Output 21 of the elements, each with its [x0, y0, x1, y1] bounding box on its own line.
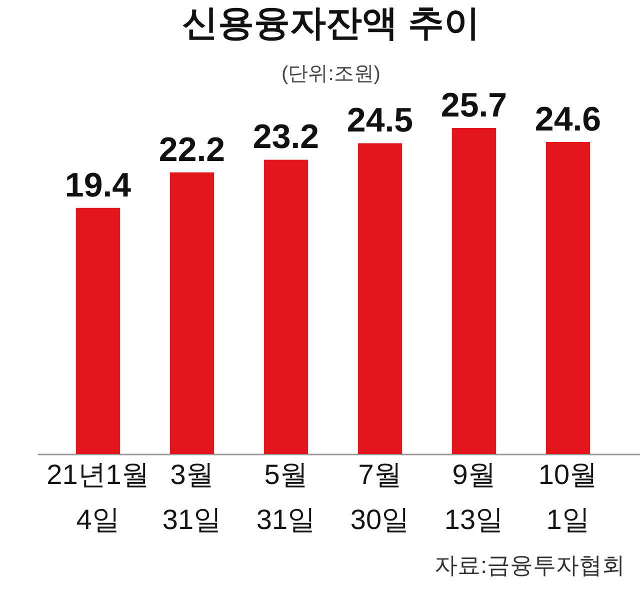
bar	[358, 143, 402, 454]
bar	[546, 142, 590, 454]
x-tick-label: 21년1월 4일	[46, 459, 150, 535]
x-tick-label: 9월 13일	[444, 459, 504, 535]
x-tick-label: 3월 31일	[162, 459, 222, 535]
bar	[264, 160, 308, 454]
x-tick-label: 10월 1일	[538, 459, 598, 535]
x-tick-label: 7월 30일	[350, 459, 410, 535]
bar	[452, 128, 496, 454]
bar	[170, 172, 214, 454]
chart-subtitle: (단위:조원)	[280, 62, 382, 87]
data-label: 23.2	[252, 118, 320, 156]
bar	[76, 208, 120, 454]
text: 자료:금융투자협회	[434, 551, 625, 580]
chart-title: 신용융자잔액 추이	[180, 1, 481, 45]
data-label: 24.5	[346, 102, 414, 140]
data-label: 19.4	[64, 166, 132, 204]
data-label: 24.6	[534, 100, 602, 138]
data-label: 25.7	[440, 86, 508, 124]
data-label: 22.2	[158, 130, 226, 169]
x-tick-label: 5월 31일	[256, 459, 316, 535]
